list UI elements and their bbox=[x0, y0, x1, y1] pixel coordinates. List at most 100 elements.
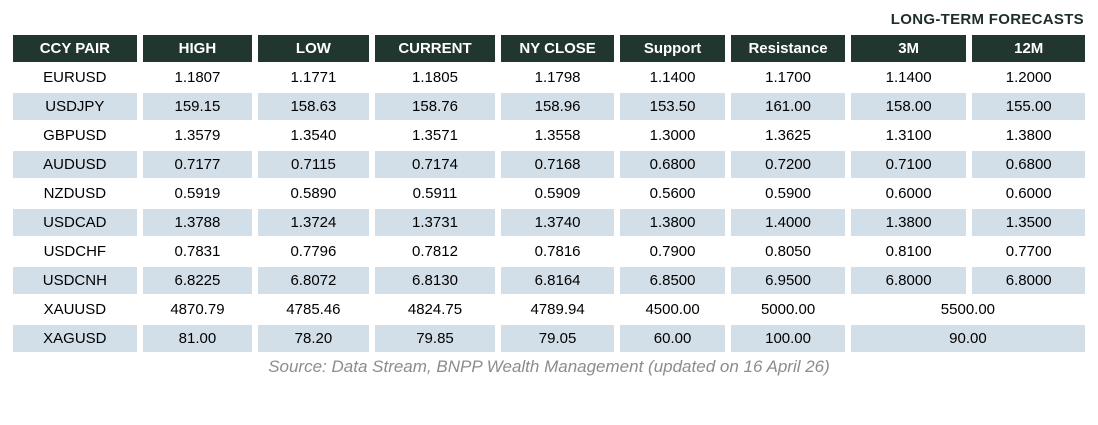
table-body: EURUSD 1.1807 1.1771 1.1805 1.1798 1.1400 1.17… bbox=[13, 64, 1085, 352]
table-row-usdcnh: USDCNH 6.8225 6.8072 6.8130 6.8164 6.8500 6.95… bbox=[13, 267, 1085, 294]
cell-ny-close: 4789.94 bbox=[530, 301, 585, 318]
cell-ny-close: 6.8164 bbox=[501, 267, 614, 294]
column-header-high: HIGH bbox=[142, 35, 253, 62]
cell-high: 6.8225 bbox=[142, 267, 253, 294]
cell-resistance: 1.3625 bbox=[765, 127, 811, 144]
cell-resistance: 6.9500 bbox=[731, 267, 845, 294]
cell-support: 6.8500 bbox=[619, 267, 726, 294]
cell-m12: 1.3800 bbox=[1005, 127, 1052, 144]
cell-pair: GBPUSD bbox=[43, 127, 107, 144]
cell-low: 158.63 bbox=[258, 93, 369, 120]
cell-m12: 0.6000 bbox=[1005, 185, 1052, 202]
cell-m12: 1.2000 bbox=[1005, 69, 1052, 86]
cell-m12: 0.6800 bbox=[972, 151, 1085, 178]
cell-low: 6.8072 bbox=[258, 267, 369, 294]
cell-current: 6.8130 bbox=[374, 267, 496, 294]
cell-m3: 0.7100 bbox=[850, 151, 967, 178]
table-row-nzdusd: NZDUSD 0.5919 0.5890 0.5911 0.5909 0.5600 0.59… bbox=[13, 180, 1085, 207]
cell-low: 1.3724 bbox=[258, 209, 369, 236]
column-header-ccy-pair: CCY PAIR bbox=[13, 35, 137, 62]
table-row-usdchf: USDCHF 0.7831 0.7796 0.7812 0.7816 0.7900 0.80… bbox=[13, 238, 1085, 265]
cell-m3: 6.8000 bbox=[850, 267, 967, 294]
cell-support: 1.1400 bbox=[649, 69, 696, 86]
cell-high: 159.15 bbox=[142, 93, 253, 120]
cell-high: 1.1807 bbox=[174, 69, 221, 86]
cell-support: 1.3000 bbox=[649, 127, 696, 144]
column-header-current: CURRENT bbox=[374, 35, 496, 62]
cell-low: 0.5890 bbox=[290, 185, 337, 202]
cell-low: 0.7796 bbox=[290, 243, 337, 260]
cell-support: 1.3800 bbox=[619, 209, 726, 236]
table-row-xauusd: XAUUSD 4870.79 4785.46 4824.75 4789.94 4500.0… bbox=[13, 296, 1085, 323]
cell-resistance: 1.1700 bbox=[765, 69, 811, 86]
cell-ny-close: 1.1798 bbox=[534, 69, 581, 86]
cell-low: 1.1771 bbox=[290, 69, 337, 86]
column-header-3m: 3M bbox=[850, 35, 967, 62]
cell-high: 81.00 bbox=[142, 325, 253, 352]
cell-pair: USDCAD bbox=[13, 209, 137, 236]
cell-support: 0.6800 bbox=[619, 151, 726, 178]
cell-resistance: 0.8050 bbox=[765, 243, 811, 260]
column-header-support: Support bbox=[619, 35, 726, 62]
cell-pair: XAUUSD bbox=[43, 301, 107, 318]
cell-pair: USDJPY bbox=[13, 93, 137, 120]
cell-support: 153.50 bbox=[619, 93, 726, 120]
cell-high: 1.3788 bbox=[142, 209, 253, 236]
cell-m12: 155.00 bbox=[972, 93, 1085, 120]
cell-support: 0.5600 bbox=[649, 185, 696, 202]
cell-resistance: 0.5900 bbox=[765, 185, 811, 202]
cell-m12: 1.3500 bbox=[972, 209, 1085, 236]
cell-pair: AUDUSD bbox=[13, 151, 137, 178]
cell-high: 4870.79 bbox=[170, 301, 225, 318]
cell-m3: 1.1400 bbox=[885, 69, 932, 86]
cell-resistance: 1.4000 bbox=[731, 209, 845, 236]
cell-ny-close: 0.7816 bbox=[534, 243, 581, 260]
page-title: LONG-TERM FORECASTS bbox=[890, 11, 1084, 28]
column-header-ny-close: NY CLOSE bbox=[501, 35, 614, 62]
cell-current: 79.85 bbox=[374, 325, 496, 352]
cell-high: 0.7177 bbox=[142, 151, 253, 178]
table-row-usdjpy: USDJPY 159.15 158.63 158.76 158.96 153.50 161.… bbox=[13, 93, 1085, 120]
table-row-audusd: AUDUSD 0.7177 0.7115 0.7174 0.7168 0.6800 0.72… bbox=[13, 151, 1085, 178]
cell-resistance: 161.00 bbox=[731, 93, 845, 120]
cell-current: 0.7174 bbox=[374, 151, 496, 178]
cell-low: 78.20 bbox=[258, 325, 369, 352]
cell-ny-close: 158.96 bbox=[501, 93, 614, 120]
column-header-12m: 12M bbox=[972, 35, 1085, 62]
cell-m3: 158.00 bbox=[850, 93, 967, 120]
cell-pair: USDCNH bbox=[13, 267, 137, 294]
cell-current: 1.3571 bbox=[412, 127, 458, 144]
cell-forecast-merged: 90.00 bbox=[850, 325, 1085, 352]
cell-support: 0.7900 bbox=[649, 243, 696, 260]
cell-m12: 0.7700 bbox=[1005, 243, 1052, 260]
column-header-low: LOW bbox=[258, 35, 369, 62]
cell-pair: EURUSD bbox=[43, 69, 107, 86]
cell-pair: NZDUSD bbox=[43, 185, 107, 202]
column-header-resistance: Resistance bbox=[731, 35, 845, 62]
cell-ny-close: 79.05 bbox=[501, 325, 614, 352]
cell-ny-close: 1.3558 bbox=[534, 127, 581, 144]
cell-current: 1.1805 bbox=[412, 69, 458, 86]
table-row-eurusd: EURUSD 1.1807 1.1771 1.1805 1.1798 1.1400 1.17… bbox=[13, 64, 1085, 91]
cell-ny-close: 0.5909 bbox=[534, 185, 581, 202]
cell-low: 1.3540 bbox=[290, 127, 337, 144]
cell-m12: 6.8000 bbox=[972, 267, 1085, 294]
cell-current: 1.3731 bbox=[374, 209, 496, 236]
cell-m3: 1.3800 bbox=[850, 209, 967, 236]
cell-high: 1.3579 bbox=[174, 127, 221, 144]
cell-ny-close: 0.7168 bbox=[501, 151, 614, 178]
cell-ny-close: 1.3740 bbox=[501, 209, 614, 236]
fx-forecast-table: CCY PAIR HIGH LOW CURRENT NY CLOSE Support Res… bbox=[7, 33, 1091, 354]
cell-resistance: 5000.00 bbox=[760, 301, 816, 318]
cell-current: 0.5911 bbox=[412, 185, 458, 202]
cell-support: 4500.00 bbox=[645, 301, 700, 318]
cell-high: 0.7831 bbox=[174, 243, 221, 260]
cell-current: 158.76 bbox=[374, 93, 496, 120]
cell-high: 0.5919 bbox=[174, 185, 221, 202]
table-row-xagusd: XAGUSD 81.00 78.20 79.85 79.05 60.00 100.00 90.… bbox=[13, 325, 1085, 352]
source-note: Source: Data Stream, BNPP Wealth Managem… bbox=[268, 357, 830, 376]
cell-pair: XAGUSD bbox=[13, 325, 137, 352]
cell-forecast-merged: 5500.00 bbox=[940, 301, 996, 318]
cell-low: 0.7115 bbox=[258, 151, 369, 178]
